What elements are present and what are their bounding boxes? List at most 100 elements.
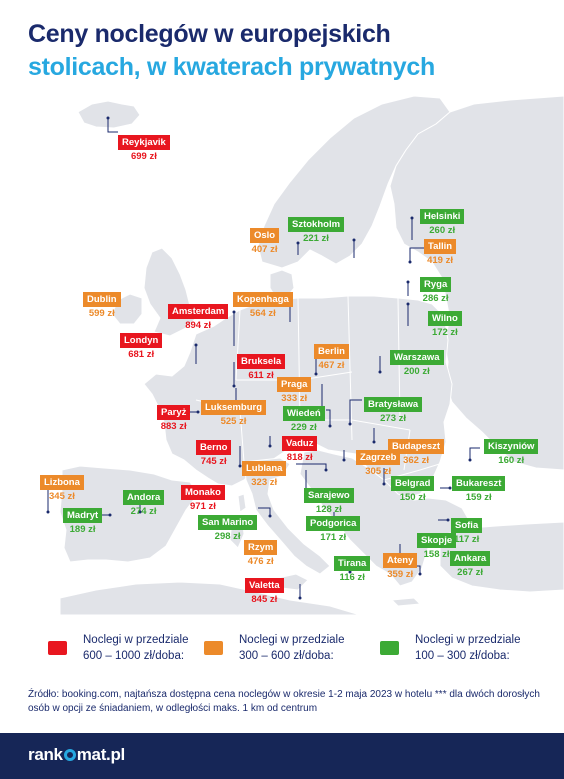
city-price: 333 zł: [281, 393, 308, 404]
city-price: 267 zł: [457, 567, 484, 578]
city-name: Lublana: [242, 461, 287, 476]
city-price: 971 zł: [190, 501, 216, 512]
city-label: Vaduz 818 zł: [282, 433, 318, 464]
city-name: Podgorica: [306, 516, 361, 531]
dot-amsterdam: [232, 310, 236, 314]
city-name: Amsterdam: [168, 304, 229, 319]
pin-wieden: [326, 409, 331, 426]
city-price: 362 zł: [403, 455, 429, 466]
city-name: Andora: [123, 490, 165, 505]
city-name: Berlin: [314, 344, 349, 359]
italy-shape: [243, 457, 331, 575]
city-label: Sztokholm 221 zł: [288, 214, 345, 245]
corsica-shape: [237, 493, 247, 513]
city-name: Belgrad: [391, 476, 435, 491]
city-price: 260 zł: [429, 225, 456, 236]
pin-bratyslawa: [349, 399, 362, 424]
city-label: Podgorica 171 zł: [306, 513, 361, 544]
source-note: Źródło: booking.com, najtańsza dostępna …: [28, 689, 540, 714]
city-label: Ryga 286 zł: [420, 274, 452, 305]
city-name: Berno: [196, 440, 232, 455]
dot-vaduz: [268, 444, 272, 448]
city-name: Sztokholm: [288, 217, 345, 232]
city-label: Ateny 359 zł: [383, 550, 418, 581]
city-name: Wiedeń: [283, 406, 325, 421]
city-label: Bukareszt 159 zł: [452, 473, 506, 504]
city-label: Madryt 189 zł: [63, 505, 103, 536]
city-label: Warszawa 200 zł: [390, 347, 444, 378]
city-price: 128 zł: [315, 504, 342, 515]
city-price: 229 zł: [290, 422, 317, 433]
dot-berno: [238, 464, 242, 468]
city-label: Rzym 476 zł: [244, 537, 278, 568]
dot-reykjavik: [106, 116, 110, 120]
city-name: Kopenhaga: [233, 292, 293, 307]
city-price: 150 zł: [399, 492, 426, 503]
city-name: Luksemburg: [201, 400, 267, 415]
city-price: 158 zł: [423, 549, 450, 560]
city-price: 323 zł: [251, 477, 278, 488]
city-name: Warszawa: [390, 350, 444, 365]
pin-tallin: [409, 247, 424, 262]
dot-bratyslawa: [348, 422, 352, 426]
title-line-2: stolicach, w kwaterach prywatnych: [28, 53, 435, 81]
city-label: Praga 333 zł: [277, 374, 312, 405]
dot-san-marino: [268, 514, 272, 518]
dot-tallin: [408, 260, 412, 264]
city-label: Londyn 681 zł: [120, 330, 163, 361]
city-price: 883 zł: [160, 421, 187, 432]
city-price: 305 zł: [365, 466, 392, 477]
city-price: 894 zł: [185, 320, 212, 331]
dot-londyn: [194, 343, 198, 347]
dot-zagrzeb: [342, 458, 346, 462]
city-label: Zagrzeb 305 zł: [356, 447, 401, 478]
legend-text: Noclegi w przedziale 300 – 600 zł/doba:: [239, 634, 345, 662]
pin-san-marino: [258, 507, 271, 516]
dot-ryga: [406, 280, 410, 284]
title-line-1: Ceny noclegów w europejskich: [28, 20, 391, 48]
city-name: Ateny: [383, 553, 418, 568]
dot-budapeszt: [372, 440, 376, 444]
city-label: Andora 274 zł: [123, 487, 165, 518]
city-price: 818 zł: [286, 452, 313, 463]
city-price: 845 zł: [251, 594, 278, 605]
city-price: 116 zł: [339, 572, 365, 583]
dot-berlin: [314, 372, 318, 376]
page-title: Ceny noclegów w europejskich stolicach, …: [28, 18, 435, 84]
city-price: 681 zł: [128, 349, 155, 360]
city-label: Sarajewo 128 zł: [304, 485, 354, 516]
city-name: Sarajewo: [304, 488, 354, 503]
city-price: 172 zł: [431, 327, 458, 338]
dot-valetta: [298, 596, 302, 600]
city-name: Bukareszt: [452, 476, 506, 491]
city-label: Tirana 116 zł: [334, 553, 371, 584]
city-label: Berno 745 zł: [196, 437, 232, 468]
rankomat-logo[interactable]: rank mat.pl: [28, 745, 125, 764]
city-label: Paryż 883 zł: [157, 402, 191, 433]
city-name: Rzym: [244, 540, 278, 555]
city-label: Dublin 599 zł: [83, 289, 121, 320]
pin-reykjavik: [107, 118, 118, 133]
city-name: Oslo: [250, 228, 280, 243]
city-price: 117 zł: [453, 534, 480, 545]
city-name: Bratysława: [364, 397, 423, 412]
city-name: Sofia: [451, 518, 483, 533]
city-label: Monako 971 zł: [181, 482, 225, 513]
dot-bukareszt: [448, 486, 452, 490]
city-name: Budapeszt: [388, 439, 445, 454]
city-price: 171 zł: [320, 532, 347, 543]
legend-swatch: [48, 641, 67, 655]
city-label: Wilno 172 zł: [428, 308, 462, 339]
city-price: 274 zł: [130, 506, 157, 517]
city-label: Amsterdam 894 zł: [168, 301, 229, 332]
dot-ateny: [418, 572, 422, 576]
city-price: 200 zł: [403, 366, 430, 377]
city-label: Lublana 323 zł: [242, 458, 287, 489]
legend-swatch: [204, 641, 223, 655]
dot-oslo: [296, 241, 300, 245]
city-price: 745 zł: [200, 456, 227, 467]
city-price: 160 zł: [498, 455, 525, 466]
city-name: Dublin: [83, 292, 121, 307]
city-name: Bruksela: [237, 354, 286, 369]
city-price: 345 zł: [49, 491, 75, 502]
